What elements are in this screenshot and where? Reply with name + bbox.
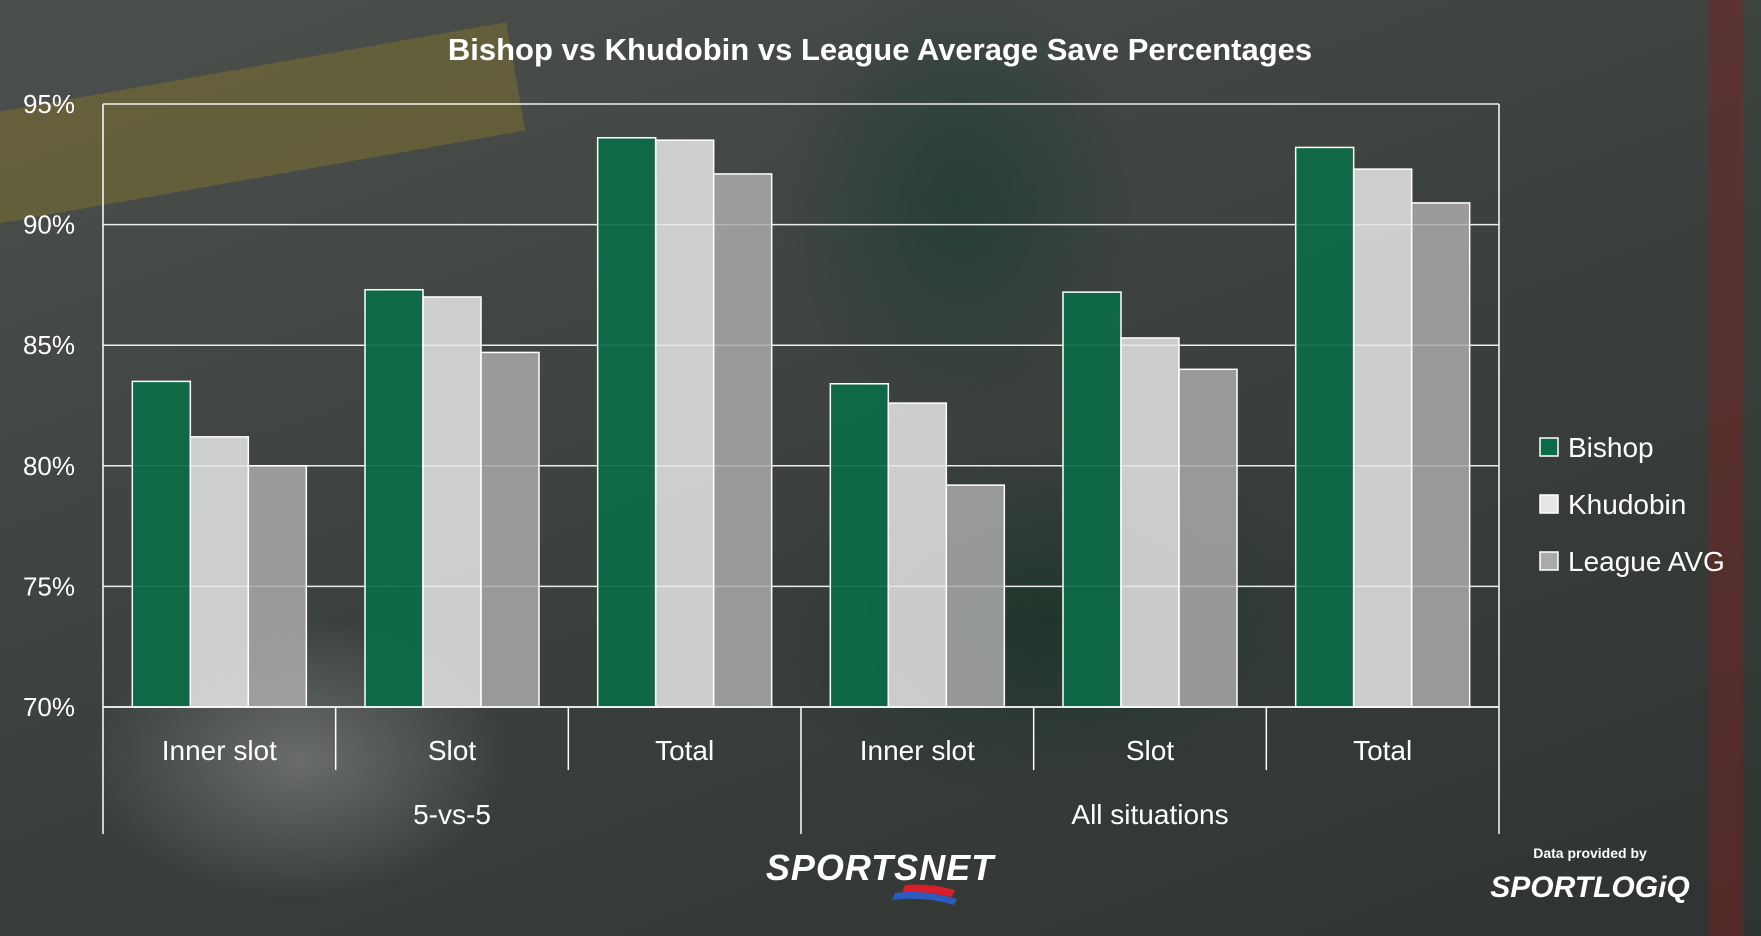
y-tick-label: 80% <box>23 451 75 481</box>
y-tick-label: 90% <box>23 210 75 240</box>
x-axis: Inner slot Slot Total Inner slot Slot Total 5-… <box>102 706 1500 834</box>
bar-khudobin <box>189 436 250 708</box>
bar-bishop <box>596 137 657 708</box>
data-credit: Data provided by SPORTLOGiQ <box>1490 845 1689 904</box>
legend-swatch <box>1539 437 1559 457</box>
sportsnet-swoosh-red <box>902 884 955 897</box>
bar-bishop <box>1062 291 1122 708</box>
bar-bishop <box>829 383 890 708</box>
x-tick-label: Slot <box>428 735 476 766</box>
x-tick-label: Slot <box>1126 735 1174 766</box>
bar-league-avg <box>712 173 773 708</box>
credit-text: Data provided by <box>1533 845 1647 861</box>
y-tick-label: 70% <box>23 692 75 722</box>
bar-league-avg <box>247 465 308 708</box>
sportsnet-logo-text: SPORTSNET <box>766 847 996 888</box>
legend-label: Bishop <box>1568 432 1654 463</box>
x-tick-label: Total <box>1353 735 1412 766</box>
bars <box>131 137 1471 708</box>
legend: Bishop Khudobin League AVG <box>1539 432 1725 577</box>
x-tick-label: Total <box>655 735 714 766</box>
goal-post <box>1709 0 1743 936</box>
bar-league-avg <box>945 484 1006 708</box>
x-tick-label: Inner slot <box>860 735 975 766</box>
y-tick-label: 85% <box>23 330 75 360</box>
y-axis: 70% 75% 80% 85% 90% 95% <box>23 89 75 722</box>
chart-title: Bishop vs Khudobin vs League Average Sav… <box>448 32 1312 67</box>
bar-khudobin <box>1120 337 1180 708</box>
sportsnet-swoosh-blue <box>892 891 957 905</box>
group-label: All situations <box>1071 799 1228 830</box>
bar-khudobin <box>654 139 715 708</box>
bar-bishop <box>131 380 192 708</box>
bar-league-avg <box>1178 368 1238 708</box>
bar-khudobin <box>422 296 482 708</box>
y-tick-label: 95% <box>23 89 75 119</box>
bar-league-avg <box>1410 202 1471 708</box>
legend-label: Khudobin <box>1568 489 1686 520</box>
bar-bishop <box>364 288 424 708</box>
bar-league-avg <box>480 351 540 708</box>
legend-label: League AVG <box>1568 546 1725 577</box>
sportlogiq-logo: SPORTLOGiQ <box>1490 871 1689 904</box>
y-tick-label: 75% <box>23 571 75 601</box>
legend-swatch <box>1539 494 1559 514</box>
bar-bishop <box>1294 146 1355 708</box>
bar-khudobin <box>1352 168 1413 708</box>
bar-khudobin <box>887 402 948 708</box>
x-tick-label: Inner slot <box>162 735 277 766</box>
sportsnet-logo: SPORTSNET <box>766 847 996 905</box>
legend-swatch <box>1539 551 1559 571</box>
group-label: 5-vs-5 <box>413 799 491 830</box>
